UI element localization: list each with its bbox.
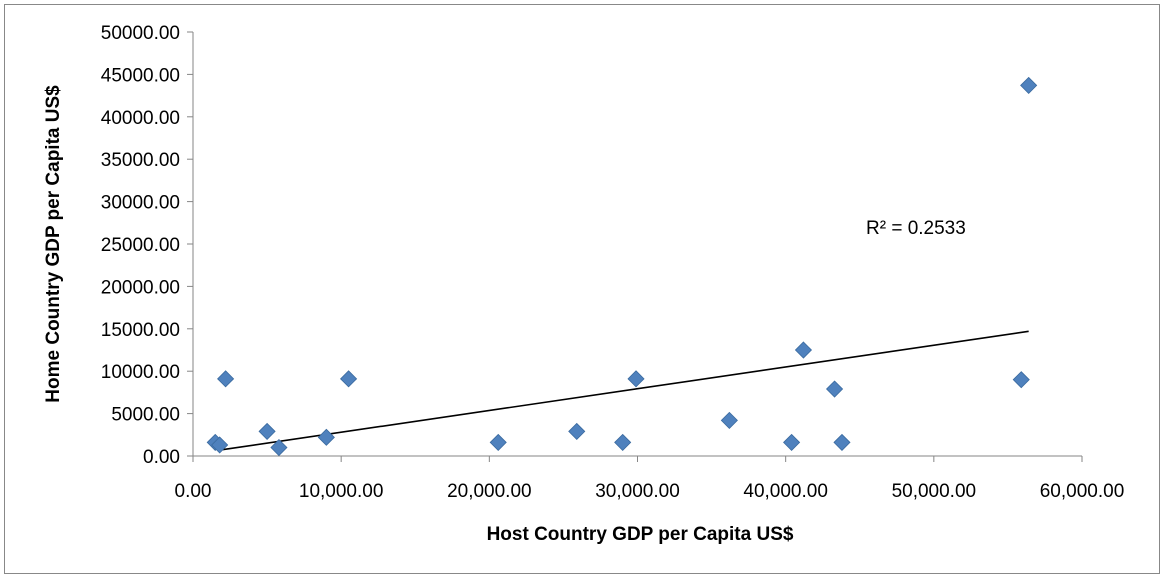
axes [187, 31, 1083, 462]
y-tick-label: 5000.00 [111, 405, 180, 426]
y-tick-labels: 0.00 5000.00 10000.00 15000.00 20000.00 25000… [101, 23, 180, 468]
data-point [211, 436, 229, 454]
data-point [825, 380, 844, 398]
x-tick-labels: 0.00 10,000.00 20,000.00 30,000.00 40,000.00… [175, 481, 1125, 502]
x-tick-label: 20,000.00 [447, 481, 532, 502]
y-axis-title: Home Country GDP per Capita US$ [43, 85, 64, 403]
data-point [627, 370, 645, 388]
x-tick-label: 0.00 [175, 481, 212, 502]
y-tick-label: 45000.00 [101, 65, 180, 86]
data-point [270, 438, 288, 457]
y-tick-label: 25000.00 [101, 235, 180, 256]
chart-frame [4, 4, 1160, 574]
data-point [614, 433, 632, 451]
data-points [206, 76, 1038, 457]
data-point [794, 341, 813, 359]
data-point [317, 428, 335, 446]
data-point [258, 422, 276, 440]
data-point [1020, 76, 1038, 94]
x-tick-label: 40,000.00 [743, 481, 828, 502]
data-point [783, 433, 801, 451]
data-point [720, 411, 738, 429]
y-tick-label: 35000.00 [101, 150, 180, 171]
data-point [833, 433, 851, 451]
data-point [217, 370, 235, 388]
y-tick-label: 0.00 [143, 447, 180, 468]
y-tick-label: 40000.00 [101, 108, 180, 129]
data-point [1012, 371, 1030, 389]
data-point [489, 433, 507, 451]
y-tick-label: 10000.00 [101, 362, 180, 383]
data-point [568, 422, 586, 440]
x-tick-label: 50,000.00 [892, 481, 977, 502]
x-tick-label: 10,000.00 [299, 481, 384, 502]
data-point [340, 370, 358, 388]
trendline [219, 330, 1029, 451]
x-tick-label: 30,000.00 [595, 481, 680, 502]
y-tick-label: 30000.00 [101, 193, 180, 214]
y-tick-label: 50000.00 [101, 23, 180, 44]
x-axis-title: Host Country GDP per Capita US$ [487, 524, 794, 545]
r-squared-annotation: R² = 0.2533 [866, 218, 966, 239]
y-tick-label: 20000.00 [101, 277, 180, 298]
x-tick-label: 60,000.00 [1040, 481, 1125, 502]
y-tick-label: 15000.00 [101, 320, 180, 341]
